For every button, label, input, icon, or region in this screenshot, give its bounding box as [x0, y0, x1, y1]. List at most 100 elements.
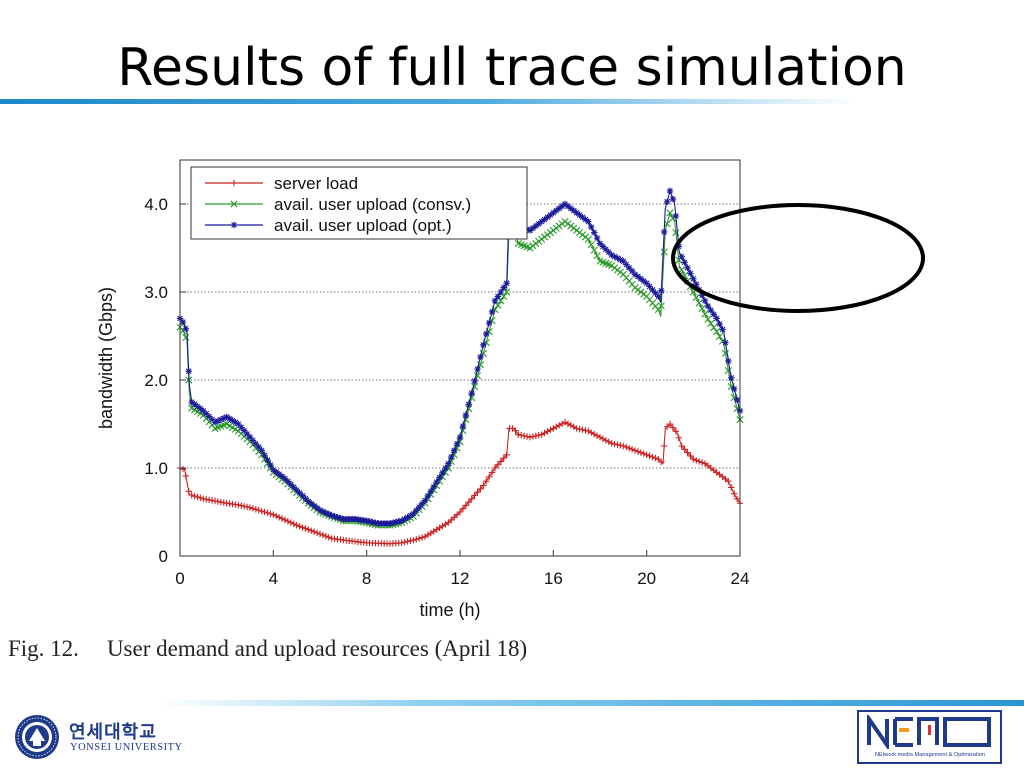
series-3-point [334, 514, 341, 521]
series-3-point [666, 187, 674, 194]
series-3-point [462, 412, 470, 419]
series-group [176, 187, 744, 547]
series-1-point [555, 422, 563, 429]
series-3-point [541, 216, 548, 223]
series-3-point [203, 410, 210, 417]
series-2-point [713, 328, 721, 336]
series-3-point [474, 365, 481, 373]
series-3-point [725, 357, 732, 365]
series-2-point [660, 248, 668, 256]
series-1-point [515, 431, 522, 438]
series-3-point [655, 293, 662, 300]
series-2-point [698, 304, 706, 313]
legend-marker [230, 179, 238, 187]
series-1-point [617, 442, 624, 449]
footer-rule [160, 700, 1024, 706]
series-3-point [392, 518, 400, 526]
series-3-point [693, 281, 700, 288]
series-3-point [698, 292, 706, 299]
series-2-point [715, 332, 724, 340]
series-3-point [188, 398, 195, 406]
series-1-point [261, 508, 268, 516]
series-2-point [710, 323, 718, 332]
series-3-point [217, 416, 225, 423]
series-1-point [249, 505, 257, 512]
series-2-point [500, 292, 508, 300]
series-3-point [494, 293, 502, 300]
series-2-point [654, 306, 662, 314]
series-3-point [182, 325, 190, 332]
series-3-point [535, 220, 542, 227]
series-3-point [710, 311, 717, 318]
series-3-point [305, 498, 312, 505]
series-1-point [185, 488, 192, 495]
series-3-point [471, 377, 478, 385]
series-1-point [695, 458, 703, 465]
series-1-point [255, 507, 262, 514]
series-3-point [337, 514, 344, 522]
series-3-point [200, 407, 207, 414]
x-tick-label: 20 [637, 569, 656, 588]
series-3-point [567, 205, 575, 212]
series-3-point [398, 517, 405, 524]
yonsei-english-name: YONSEI UNIVERSITY [70, 742, 183, 753]
series-2 [176, 209, 744, 529]
series-3-point [728, 374, 735, 381]
series-1-point [663, 423, 671, 430]
series-1-point [287, 519, 295, 526]
series-1-point [465, 498, 472, 506]
series-3-point [468, 390, 475, 397]
series-3-point [547, 211, 554, 219]
x-tick-label: 16 [544, 569, 563, 588]
series-3-point [386, 520, 394, 527]
yonsei-logo: 연세대학교 YONSEI UNIVERSITY [14, 714, 184, 762]
series-3-point [681, 259, 688, 266]
series-3-point [453, 440, 461, 447]
series-3-point [605, 248, 612, 256]
series-1-point [599, 435, 607, 442]
series-3-point [208, 416, 216, 423]
series-3-point [719, 326, 726, 333]
series-1-point [497, 458, 505, 465]
series-3-point [550, 209, 557, 216]
series-1-point [588, 429, 595, 436]
series-3-point [226, 415, 233, 422]
series-3-point [631, 271, 639, 278]
series-3-point [240, 427, 248, 434]
series-3-point [480, 341, 487, 348]
series-2-point [497, 297, 505, 305]
series-1-point [655, 456, 662, 463]
series-2-point [701, 310, 709, 318]
series-3-point [678, 253, 685, 260]
series-3-point [264, 456, 271, 464]
series-1-point [194, 493, 201, 501]
series-3-point [299, 492, 306, 499]
series-3-point [637, 275, 645, 282]
series-1-point [553, 423, 560, 431]
series-1-point [483, 478, 490, 485]
series-1-point [296, 523, 303, 530]
series-3-point [302, 495, 309, 502]
series-3-point [649, 286, 656, 293]
series-1-point [518, 432, 525, 439]
series-2-point [666, 209, 674, 217]
series-1-point [678, 442, 685, 450]
x-axis-label: time (h) [419, 600, 480, 620]
series-1-point [310, 528, 318, 535]
series-3-point [614, 254, 621, 262]
series-1-point [270, 511, 277, 518]
series-3-point [602, 246, 610, 253]
series-1-point [672, 428, 680, 435]
series-1-point [573, 425, 580, 432]
series-1-point [313, 529, 321, 537]
series-3-point [582, 216, 589, 223]
series-3-point [477, 353, 484, 361]
series-3-point [404, 514, 411, 521]
series-3-point [296, 489, 303, 497]
series-1-point [459, 505, 467, 512]
series-1-point [675, 434, 682, 441]
series-1-point [477, 485, 484, 493]
series-1-point [561, 419, 569, 426]
series-2-point [503, 288, 511, 296]
series-2-point [584, 235, 592, 243]
